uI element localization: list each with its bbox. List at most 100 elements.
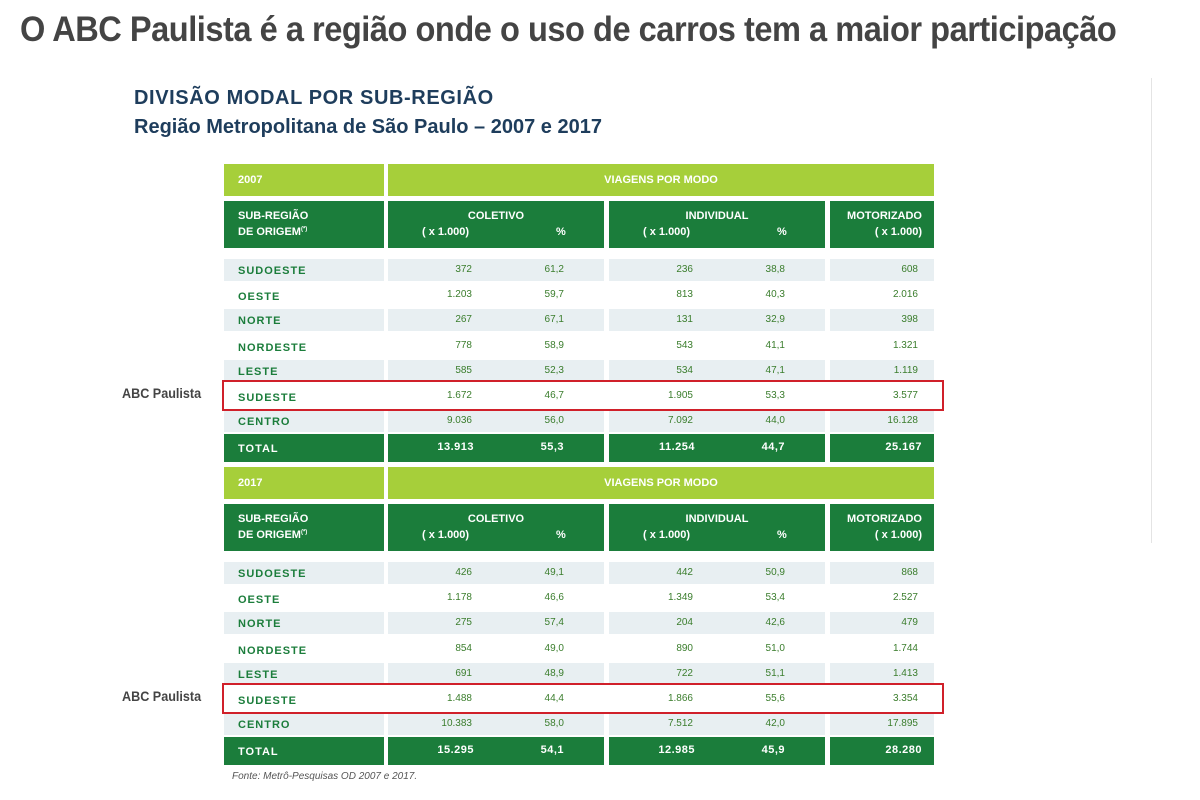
cell-mot: 1.413 bbox=[892, 667, 918, 679]
row-shade bbox=[224, 612, 384, 635]
row-shade bbox=[609, 259, 825, 281]
region-label: OESTE bbox=[238, 594, 281, 607]
row-shade bbox=[224, 713, 384, 736]
region-label: SUDESTE bbox=[238, 695, 297, 707]
cell-ind-pct: 47,1 bbox=[765, 364, 785, 376]
region-label: NORDESTE bbox=[238, 644, 308, 657]
cell-col-abs: 275 bbox=[455, 617, 472, 629]
cell-col-pct: 46,7 bbox=[544, 390, 564, 401]
total-cell-bg bbox=[224, 737, 384, 766]
coletivo-header-label: COLETIVO bbox=[467, 210, 525, 222]
cell-ind-pct: 42,6 bbox=[765, 617, 785, 629]
total-cell-bg bbox=[609, 737, 825, 766]
row-shade bbox=[830, 662, 934, 685]
total-ind-pct: 44,7 bbox=[761, 441, 785, 454]
cell-mot: 17.895 bbox=[887, 718, 918, 730]
cell-ind-pct: 51,1 bbox=[765, 667, 785, 679]
cell-col-pct: 58,9 bbox=[544, 339, 564, 351]
cell-mot: 868 bbox=[901, 567, 918, 578]
cell-col-abs: 1.488 bbox=[446, 693, 472, 704]
row-shade bbox=[388, 309, 604, 332]
cell-col-pct: 48,9 bbox=[544, 667, 564, 679]
total-label: TOTAL bbox=[238, 746, 279, 759]
region-label: LESTE bbox=[238, 365, 279, 378]
cell-mot: 1.744 bbox=[892, 642, 918, 654]
subregiao-header-line1: SUB-REGIÃO bbox=[238, 513, 309, 525]
total-col-abs: 15.295 bbox=[437, 744, 474, 757]
coletivo-unit-label: ( x 1.000) bbox=[422, 529, 470, 541]
cell-ind-pct: 50,9 bbox=[765, 567, 785, 578]
subregiao-header-text: DE ORIGEM bbox=[238, 529, 301, 541]
subregiao-header-line1: SUB-REGIÃO bbox=[238, 210, 309, 222]
total-ind-abs: 12.985 bbox=[658, 744, 695, 757]
coletivo-pct-label: % bbox=[556, 226, 566, 238]
row-shade bbox=[609, 713, 825, 736]
row-shade bbox=[224, 410, 384, 433]
sudeste-highlight-box bbox=[222, 380, 944, 411]
cell-ind-abs: 442 bbox=[676, 567, 693, 578]
subregiao-header: SUB-REGIÃO DE ORIGEM(*) bbox=[224, 201, 384, 248]
cell-col-pct: 67,1 bbox=[544, 314, 564, 326]
cell-col-pct: 59,7 bbox=[544, 289, 564, 301]
row-shade bbox=[224, 662, 384, 685]
cell-ind-abs: 534 bbox=[676, 364, 693, 376]
motorizado-header-label: MOTORIZADO bbox=[847, 210, 922, 222]
cell-mot: 3.577 bbox=[892, 390, 918, 401]
coletivo-header: COLETIVO ( x 1.000)% bbox=[388, 201, 604, 248]
cell-ind-pct: 40,3 bbox=[765, 289, 785, 301]
row-shade bbox=[830, 713, 934, 736]
individual-pct-label: % bbox=[777, 529, 787, 541]
total-cell-bg bbox=[224, 434, 384, 463]
cell-col-abs: 426 bbox=[455, 567, 472, 578]
row-shade bbox=[609, 662, 825, 685]
region-label: CENTRO bbox=[238, 719, 291, 732]
coletivo-pct-label: % bbox=[556, 529, 566, 541]
viagens-header: VIAGENS POR MODO bbox=[388, 164, 934, 196]
cell-mot: 1.119 bbox=[893, 364, 918, 376]
total-cell-bg bbox=[830, 434, 934, 463]
cell-mot: 3.354 bbox=[892, 693, 918, 704]
row-shade bbox=[388, 410, 604, 433]
total-mot: 25.167 bbox=[885, 441, 922, 454]
cell-col-pct: 58,0 bbox=[544, 718, 564, 730]
region-label: SUDESTE bbox=[238, 392, 297, 404]
motorizado-header-label: MOTORIZADO bbox=[847, 513, 922, 525]
cell-ind-abs: 236 bbox=[676, 264, 693, 275]
cell-mot: 2.016 bbox=[892, 289, 918, 301]
cell-ind-abs: 1.349 bbox=[667, 592, 693, 604]
region-label: NORTE bbox=[238, 315, 282, 328]
row-shade bbox=[388, 713, 604, 736]
panel-subtitle: Região Metropolitana de São Paulo – 2007… bbox=[134, 116, 602, 138]
cell-ind-abs: 813 bbox=[676, 289, 693, 301]
region-label: OESTE bbox=[238, 291, 281, 304]
total-col-pct: 54,1 bbox=[540, 744, 564, 757]
cell-col-pct: 57,4 bbox=[544, 617, 564, 629]
cell-col-abs: 1.203 bbox=[446, 289, 472, 301]
cell-mot: 608 bbox=[901, 264, 918, 275]
total-ind-pct: 45,9 bbox=[761, 744, 785, 757]
cell-col-pct: 49,1 bbox=[544, 567, 564, 578]
cell-col-pct: 46,6 bbox=[544, 592, 564, 604]
row-shade bbox=[609, 612, 825, 635]
coletivo-header: COLETIVO ( x 1.000)% bbox=[388, 504, 604, 551]
total-mot: 28.280 bbox=[885, 744, 922, 757]
cell-ind-abs: 890 bbox=[676, 642, 693, 654]
cell-ind-abs: 543 bbox=[676, 339, 693, 351]
motorizado-unit-label: ( x 1.000) bbox=[874, 226, 922, 238]
individual-header-label: INDIVIDUAL bbox=[685, 513, 749, 525]
total-col-abs: 13.913 bbox=[437, 441, 474, 454]
panel-title: DIVISÃO MODAL POR SUB-REGIÃO bbox=[134, 87, 494, 109]
year-header: 2017 bbox=[224, 467, 384, 499]
abc-paulista-label: ABC Paulista bbox=[122, 385, 202, 401]
subregiao-header-line2: DE ORIGEM(*) bbox=[238, 529, 307, 541]
cell-ind-pct: 32,9 bbox=[765, 314, 785, 326]
cell-col-pct: 61,2 bbox=[544, 264, 564, 275]
cell-col-abs: 1.672 bbox=[446, 390, 472, 401]
cell-col-pct: 49,0 bbox=[544, 642, 564, 654]
individual-unit-label: ( x 1.000) bbox=[643, 226, 691, 238]
row-shade bbox=[224, 309, 384, 332]
total-cell-bg bbox=[609, 434, 825, 463]
row-shade bbox=[388, 562, 604, 584]
individual-pct-label: % bbox=[777, 226, 787, 238]
region-label: SUDOESTE bbox=[238, 568, 307, 580]
